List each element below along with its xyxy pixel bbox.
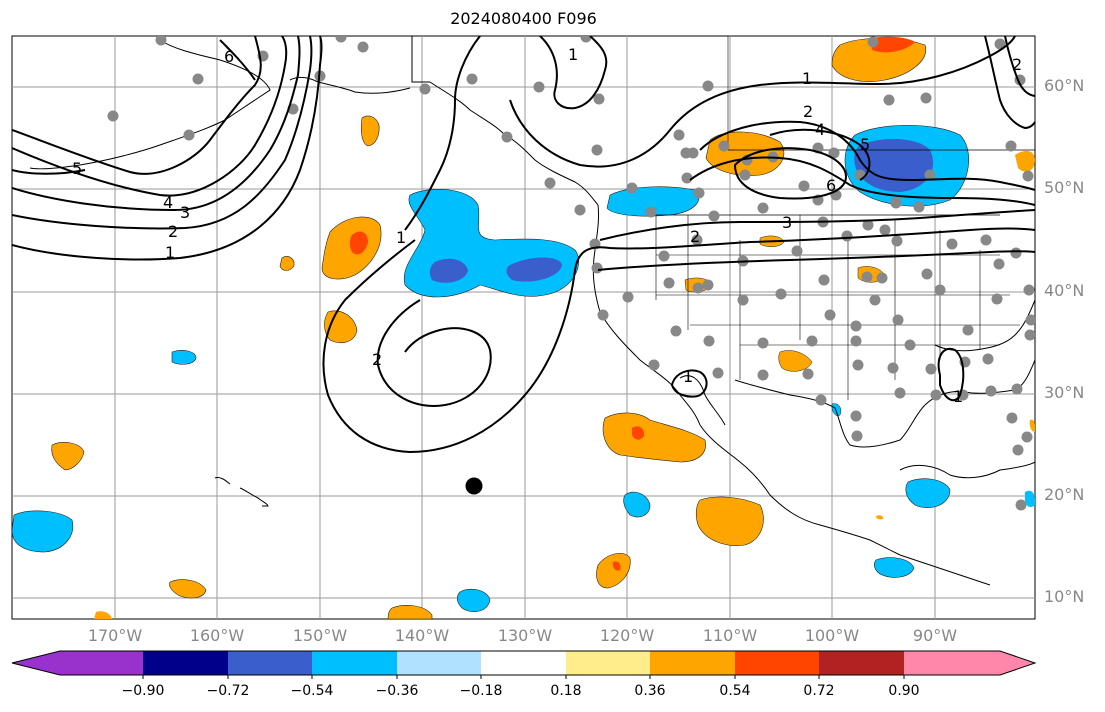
contour-label-2d: 2 — [690, 227, 700, 246]
contour-label-group: 1 2 3 4 5 1 2 1 1 2 4 5 6 3 2 1 1 6 2 — [72, 45, 1022, 406]
colorbar-tick-label: 0.90 — [888, 683, 920, 699]
coastlines — [29, 36, 1035, 586]
colorbar — [11, 650, 1037, 679]
contour-label-1c: 1 — [568, 45, 578, 64]
lon-label-100w: 100°W — [804, 626, 860, 645]
negative-anomaly-areas — [12, 125, 1035, 613]
colorbar-ticks — [142, 675, 905, 679]
colorbar-tick-label: 0.18 — [550, 683, 582, 699]
colorbar-segment — [904, 651, 1000, 675]
colorbar-tick-label: −0.54 — [290, 683, 334, 699]
lon-label-120w: 120°W — [599, 626, 655, 645]
lat-label-50n: 50°N — [1044, 178, 1085, 197]
contour-label-3b: 3 — [782, 213, 792, 232]
lat-label-10n: 10°N — [1044, 587, 1085, 606]
contour-label-3a: 3 — [180, 203, 190, 222]
contour-label-5b: 5 — [860, 135, 870, 154]
contour-label-1a: 1 — [165, 243, 175, 262]
contour-label-2c: 2 — [803, 102, 813, 121]
colorbar-segment — [566, 651, 650, 675]
map-frame — [11, 35, 1036, 620]
lon-label-170w: 170°W — [87, 626, 143, 645]
contour-label-1d: 1 — [802, 69, 812, 88]
colorbar-segment — [312, 651, 397, 675]
station-markers — [107, 36, 1035, 511]
colorbar-tick-label: 0.36 — [634, 683, 666, 699]
colorbar-segment — [143, 651, 228, 675]
colorbar-segment — [735, 651, 819, 675]
colorbar-tick-label: −0.90 — [121, 683, 165, 699]
contour-label-2a: 2 — [168, 222, 178, 241]
colorbar-segment — [228, 651, 312, 675]
colorbar-tick-label: −0.18 — [459, 683, 503, 699]
colorbar-tick-label: 0.54 — [719, 683, 751, 699]
lat-label-30n: 30°N — [1044, 383, 1085, 402]
contour-label-2e: 2 — [1012, 55, 1022, 74]
lon-label-130w: 130°W — [497, 626, 553, 645]
colorbar-segment — [60, 651, 143, 675]
contour-label-1f: 1 — [953, 387, 963, 406]
colorbar-segment — [650, 651, 735, 675]
contour-label-4a: 4 — [163, 193, 173, 212]
contour-label-2b: 2 — [372, 350, 382, 369]
lat-label-60n: 60°N — [1044, 76, 1085, 95]
colorbar-tick-label: −0.36 — [375, 683, 419, 699]
contour-label-1e: 1 — [683, 367, 693, 386]
colorbar-segments — [12, 651, 1035, 675]
lon-label-90w: 90°W — [912, 626, 958, 645]
colorbar-tick-label: −0.72 — [206, 683, 250, 699]
target-location-marker — [465, 477, 483, 495]
lat-label-20n: 20°N — [1044, 485, 1085, 504]
colorbar-extend-max — [1000, 651, 1035, 675]
map-title: 2024080400 F096 — [450, 9, 597, 28]
contour-label-6b: 6 — [224, 47, 234, 66]
colorbar-tick-label: 0.72 — [803, 683, 835, 699]
contour-lines — [12, 36, 1035, 454]
contour-label-6: 6 — [826, 176, 836, 195]
lon-label-110w: 110°W — [702, 626, 758, 645]
colorbar-extend-min — [12, 651, 60, 675]
contour-label-1b: 1 — [396, 228, 406, 247]
contour-label-5a: 5 — [72, 159, 82, 178]
colorbar-segment — [481, 651, 566, 675]
colorbar-segment — [397, 651, 481, 675]
contour-label-4b: 4 — [815, 120, 825, 139]
colorbar-segment — [819, 651, 904, 675]
lon-label-160w: 160°W — [189, 626, 245, 645]
lon-label-140w: 140°W — [394, 626, 450, 645]
lon-label-150w: 150°W — [292, 626, 348, 645]
lat-label-40n: 40°N — [1044, 281, 1085, 300]
